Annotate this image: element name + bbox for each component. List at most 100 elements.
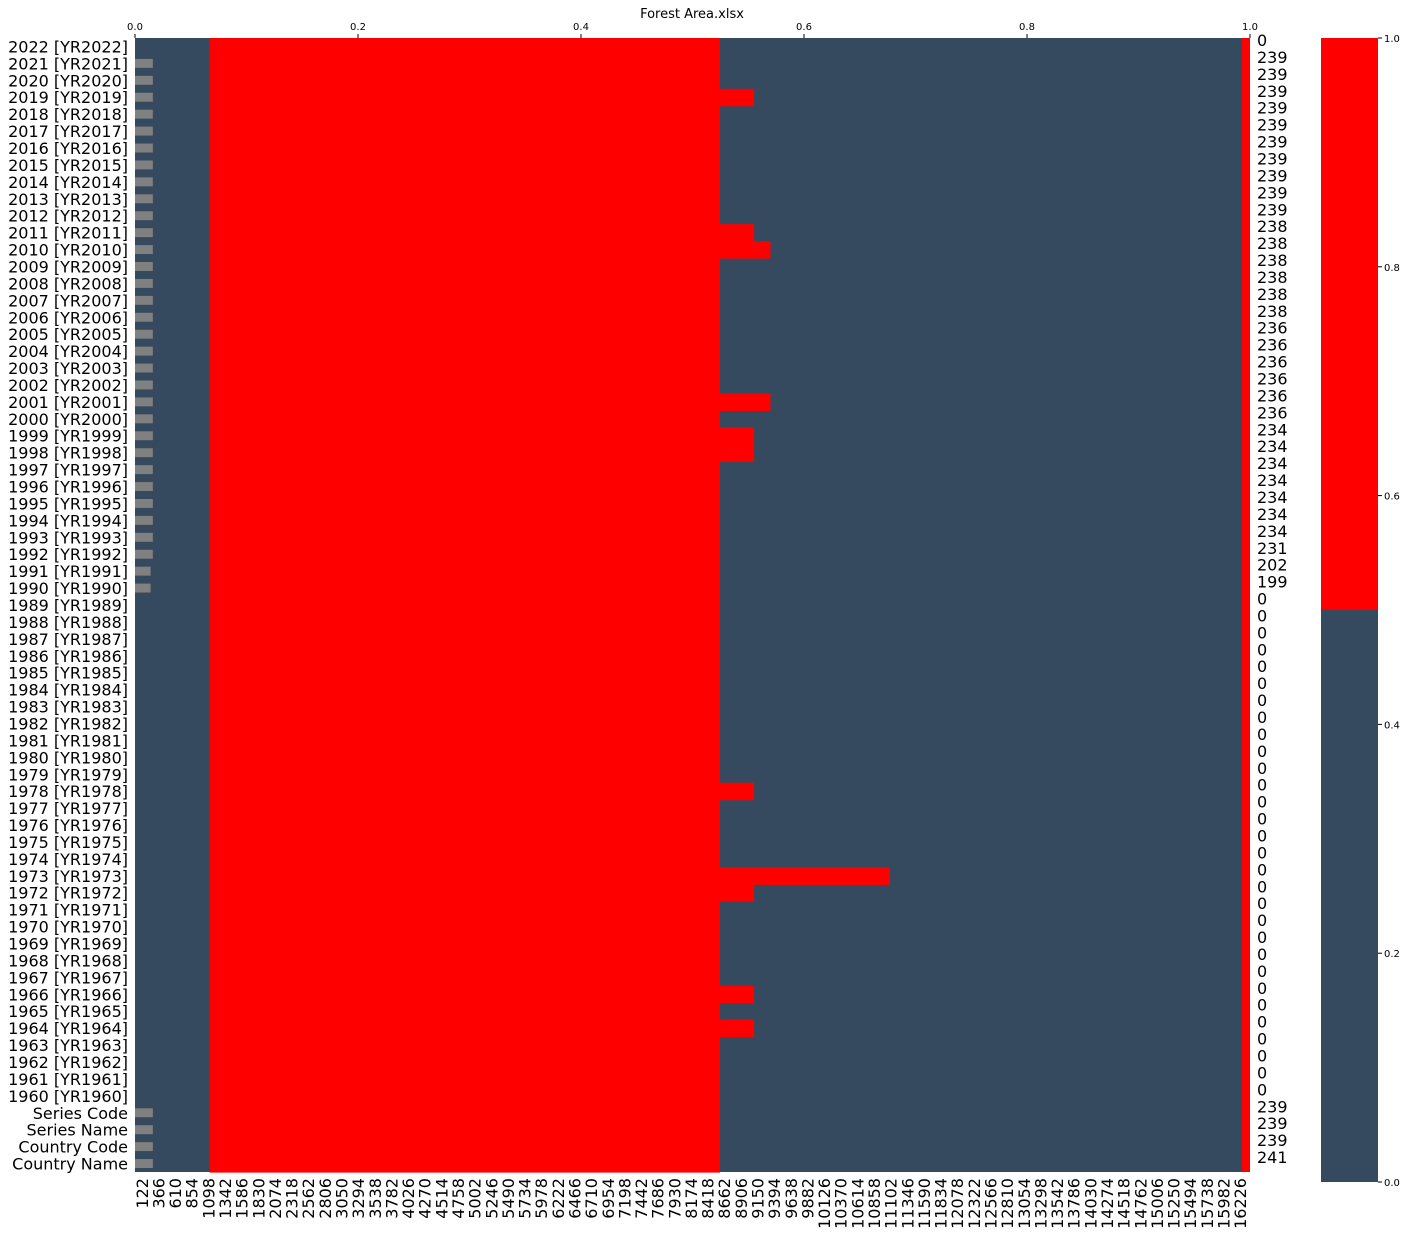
missing-cell (209, 325, 721, 344)
missing-cell (209, 833, 721, 852)
row-label: 1988 [YR1988] (8, 613, 128, 632)
row-label: 1974 [YR1974] (8, 850, 128, 869)
x-tick-label: 3538 (366, 1178, 385, 1219)
completeness-bar (135, 583, 151, 593)
row-count-label: 239 (1257, 1114, 1288, 1133)
x-tick-label: 15250 (1165, 1178, 1184, 1229)
row-label: 1979 [YR1979] (8, 765, 128, 784)
x-tick-label: 1098 (199, 1178, 218, 1219)
row-label: 1968 [YR1968] (8, 951, 128, 970)
row-count-label: 239 (1257, 99, 1288, 118)
top-axis-tick-label: 0.6 (796, 22, 812, 33)
x-tick-label: 610 (166, 1178, 185, 1209)
top-axis-tick-label: 0.4 (573, 22, 589, 33)
heatmap-cells (135, 38, 1250, 1173)
x-tick-label: 11834 (932, 1178, 951, 1229)
row-label: 2003 [YR2003] (8, 359, 128, 378)
row-count-label: 0 (1257, 742, 1267, 761)
row-label: 2011 [YR2011] (8, 224, 128, 243)
row-label: 1981 [YR1981] (8, 731, 128, 750)
row-count-label: 0 (1257, 657, 1267, 676)
row-label: 1993 [YR1993] (8, 528, 128, 547)
x-tick-labels: 1223666108541098134215861830207423182562… (133, 1178, 1250, 1229)
row-label: 1971 [YR1971] (8, 901, 128, 920)
missing-cell (209, 596, 721, 615)
completeness-bar (135, 312, 153, 322)
missing-cell (209, 867, 890, 885)
missing-cell (209, 1053, 721, 1072)
missing-cell (209, 1070, 721, 1088)
missing-cell (209, 54, 721, 73)
row-label: 1999 [YR1999] (8, 427, 128, 446)
missing-cell (209, 748, 721, 767)
row-label: 2000 [YR2000] (8, 410, 128, 429)
row-count-label: 239 (1257, 149, 1288, 168)
x-tick-label: 9882 (798, 1178, 817, 1219)
x-tick-label: 4270 (416, 1178, 435, 1219)
row-label: 1977 [YR1977] (8, 799, 128, 818)
row-count-label: 0 (1257, 1063, 1267, 1082)
completeness-bar (135, 109, 153, 119)
row-count-label: 0 (1257, 945, 1267, 964)
x-tick-label: 122 (133, 1178, 152, 1209)
row-label: 2002 [YR2002] (8, 376, 128, 395)
x-tick-label: 13542 (1048, 1178, 1067, 1229)
missing-cell (209, 1138, 721, 1156)
completeness-bar (135, 397, 153, 407)
completeness-bar (135, 262, 153, 271)
missing-cell (209, 494, 721, 513)
missing-cell (209, 528, 721, 547)
row-count-label: 239 (1257, 183, 1288, 202)
x-tick-label: 2074 (266, 1178, 285, 1219)
row-count-label: 238 (1257, 285, 1288, 304)
row-label: 1997 [YR1997] (8, 461, 128, 480)
row-count-label: 236 (1257, 386, 1288, 405)
row-label: 2007 [YR2007] (8, 291, 128, 310)
x-tick-label: 3294 (349, 1178, 368, 1219)
row-count-label: 0 (1257, 31, 1267, 50)
row-count-label: 0 (1257, 962, 1267, 981)
row-label: 1987 [YR1987] (8, 630, 128, 649)
missing-cell (209, 224, 755, 242)
colorbar-tick-label: 0.4 (1384, 720, 1400, 731)
row-label: 1965 [YR1965] (8, 1002, 128, 1021)
row-label: 1998 [YR1998] (8, 444, 128, 463)
row-count-label: 0 (1257, 979, 1267, 998)
completeness-bar (135, 363, 153, 373)
row-count-label: 239 (1257, 48, 1288, 67)
x-tick-label: 11346 (898, 1178, 917, 1229)
completeness-bar (135, 92, 153, 102)
missing-cell (209, 731, 721, 750)
x-tick-label: 4026 (399, 1178, 418, 1219)
row-label: 2013 [YR2013] (8, 190, 128, 209)
missing-cell (209, 664, 721, 682)
row-count-label: 0 (1257, 640, 1267, 659)
x-tick-label: 7442 (632, 1178, 651, 1219)
row-label: 1961 [YR1961] (8, 1070, 128, 1089)
missing-cell (209, 207, 721, 225)
row-label: 2017 [YR2017] (8, 122, 128, 141)
missing-cell (209, 1104, 721, 1122)
missing-cell (209, 173, 721, 191)
row-count-label: 238 (1257, 268, 1288, 287)
x-tick-label: 14030 (1081, 1178, 1100, 1229)
row-label: Country Code (18, 1138, 128, 1157)
row-label: 1983 [YR1983] (8, 698, 128, 717)
missing-cell (209, 579, 721, 598)
missing-cell-right-edge (1242, 38, 1250, 1172)
row-label: 1960 [YR1960] (8, 1087, 128, 1106)
x-tick-label: 6710 (582, 1178, 601, 1219)
row-label: 2021 [YR2021] (8, 54, 128, 73)
x-tick-label: 5734 (516, 1178, 535, 1219)
x-tick-label: 1830 (249, 1178, 268, 1219)
missing-cell (209, 241, 771, 259)
colorbar-tick-label: 1.0 (1384, 34, 1400, 45)
x-tick-label: 366 (149, 1178, 168, 1209)
top-axis: 0.0 0.2 0.4 0.6 0.8 1.0 (127, 22, 1258, 38)
row-count-label: 231 (1257, 539, 1288, 558)
row-label: 1995 [YR1995] (8, 494, 128, 513)
x-tick-label: 8418 (699, 1178, 718, 1219)
x-tick-label: 7930 (665, 1178, 684, 1219)
colorbar: 0.0 0.2 0.4 0.6 0.8 1.0 (1321, 34, 1400, 1189)
row-count-label: 239 (1257, 1097, 1288, 1116)
